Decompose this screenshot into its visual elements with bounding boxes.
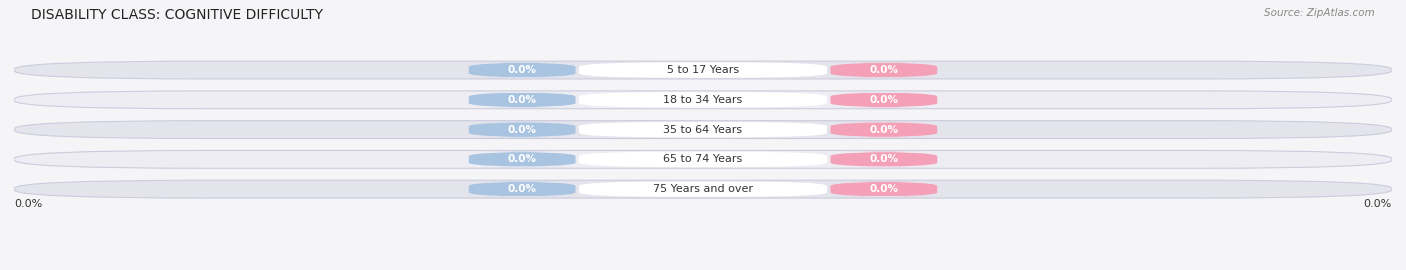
Text: 65 to 74 Years: 65 to 74 Years [664,154,742,164]
Text: 0.0%: 0.0% [869,124,898,135]
FancyBboxPatch shape [579,181,827,197]
FancyBboxPatch shape [831,181,938,197]
FancyBboxPatch shape [468,122,575,137]
FancyBboxPatch shape [14,91,1392,109]
Text: 0.0%: 0.0% [14,200,42,210]
Text: 35 to 64 Years: 35 to 64 Years [664,124,742,135]
FancyBboxPatch shape [468,62,575,78]
Text: 0.0%: 0.0% [1364,200,1392,210]
FancyBboxPatch shape [14,61,1392,79]
Text: 0.0%: 0.0% [869,95,898,105]
FancyBboxPatch shape [14,150,1392,168]
FancyBboxPatch shape [831,62,938,78]
FancyBboxPatch shape [468,152,575,167]
Text: Source: ZipAtlas.com: Source: ZipAtlas.com [1264,8,1375,18]
Text: 0.0%: 0.0% [508,65,537,75]
FancyBboxPatch shape [14,180,1392,198]
FancyBboxPatch shape [579,92,827,107]
Text: 18 to 34 Years: 18 to 34 Years [664,95,742,105]
Text: 0.0%: 0.0% [869,65,898,75]
FancyBboxPatch shape [831,152,938,167]
FancyBboxPatch shape [14,121,1392,139]
Text: 0.0%: 0.0% [508,95,537,105]
FancyBboxPatch shape [831,122,938,137]
Text: 0.0%: 0.0% [508,184,537,194]
FancyBboxPatch shape [579,62,827,78]
FancyBboxPatch shape [579,122,827,137]
Text: 0.0%: 0.0% [508,124,537,135]
FancyBboxPatch shape [468,181,575,197]
FancyBboxPatch shape [579,152,827,167]
Text: 0.0%: 0.0% [508,154,537,164]
Text: 5 to 17 Years: 5 to 17 Years [666,65,740,75]
Text: 0.0%: 0.0% [869,184,898,194]
Text: DISABILITY CLASS: COGNITIVE DIFFICULTY: DISABILITY CLASS: COGNITIVE DIFFICULTY [31,8,323,22]
FancyBboxPatch shape [468,92,575,107]
Text: 0.0%: 0.0% [869,154,898,164]
Text: 75 Years and over: 75 Years and over [652,184,754,194]
FancyBboxPatch shape [831,92,938,107]
